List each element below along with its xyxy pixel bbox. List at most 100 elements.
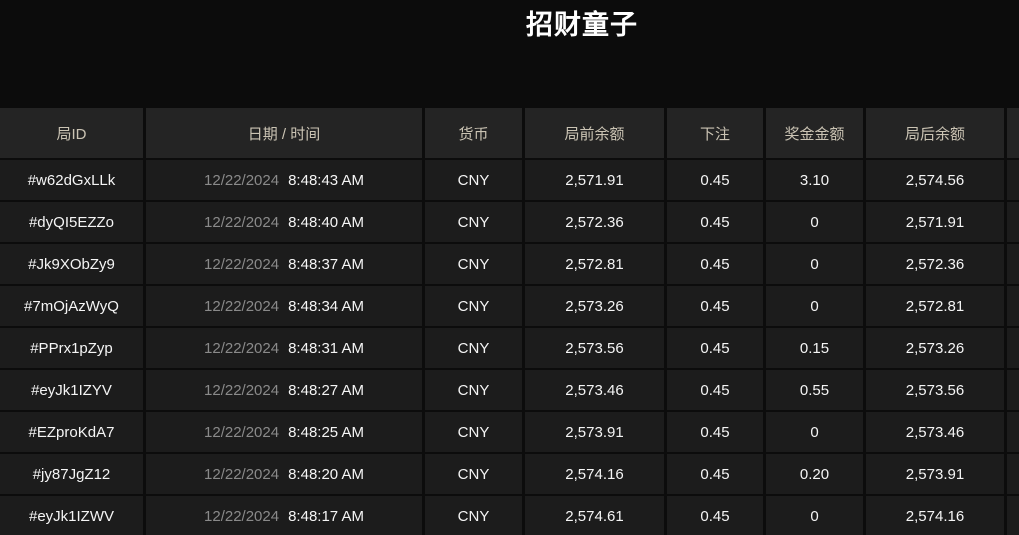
time-text: 8:48:31 AM [288, 339, 364, 357]
overflow-cell [1007, 202, 1019, 242]
bet-cell: 0.45 [667, 496, 763, 535]
datetime-cell: 12/22/2024 8:48:31 AM [146, 328, 422, 368]
datetime-cell: 12/22/2024 8:48:34 AM [146, 286, 422, 326]
time-text: 8:48:25 AM [288, 423, 364, 441]
currency-cell: CNY [425, 202, 522, 242]
bonus-cell: 3.10 [766, 160, 863, 200]
time-text: 8:48:37 AM [288, 255, 364, 273]
balance-before-cell: 2,572.36 [525, 202, 664, 242]
time-text: 8:48:34 AM [288, 297, 364, 315]
bet-cell: 0.45 [667, 286, 763, 326]
balance-after-cell: 2,571.91 [866, 202, 1004, 242]
balance-before-cell: 2,574.61 [525, 496, 664, 535]
balance-before-cell: 2,573.46 [525, 370, 664, 410]
header-cell-bet: 下注 [667, 108, 763, 158]
date-text: 12/22/2024 [204, 465, 280, 483]
datetime-cell: 12/22/2024 8:48:40 AM [146, 202, 422, 242]
date-text: 12/22/2024 [204, 171, 280, 189]
header-cell-balance-before: 局前余额 [525, 108, 664, 158]
bet-cell: 0.45 [667, 454, 763, 494]
balance-after-cell: 2,573.91 [866, 454, 1004, 494]
overflow-cell [1007, 412, 1019, 452]
currency-cell: CNY [425, 328, 522, 368]
bonus-cell: 0 [766, 496, 863, 535]
currency-cell: CNY [425, 286, 522, 326]
balance-after-cell: 2,573.26 [866, 328, 1004, 368]
round-id-cell: #PPrx1pZyp [0, 328, 143, 368]
history-table: 局ID 日期 / 时间 货币 局前余额 下注 奖金金额 局后余额 #w62dGx… [0, 108, 1019, 535]
bonus-cell: 0 [766, 244, 863, 284]
round-id-cell: #Jk9XObZy9 [0, 244, 143, 284]
datetime-cell: 12/22/2024 8:48:43 AM [146, 160, 422, 200]
currency-cell: CNY [425, 244, 522, 284]
balance-before-cell: 2,574.16 [525, 454, 664, 494]
bet-cell: 0.45 [667, 244, 763, 284]
date-text: 12/22/2024 [204, 339, 280, 357]
round-id-cell: #jy87JgZ12 [0, 454, 143, 494]
currency-cell: CNY [425, 160, 522, 200]
round-id-cell: #eyJk1IZWV [0, 496, 143, 535]
balance-after-cell: 2,572.36 [866, 244, 1004, 284]
balance-after-cell: 2,574.16 [866, 496, 1004, 535]
time-text: 8:48:17 AM [288, 507, 364, 525]
currency-cell: CNY [425, 412, 522, 452]
date-text: 12/22/2024 [204, 507, 280, 525]
bonus-cell: 0 [766, 202, 863, 242]
balance-before-cell: 2,573.91 [525, 412, 664, 452]
time-text: 8:48:43 AM [288, 171, 364, 189]
bonus-cell: 0.55 [766, 370, 863, 410]
overflow-cell [1007, 454, 1019, 494]
round-id-cell: #eyJk1IZYV [0, 370, 143, 410]
overflow-cell [1007, 370, 1019, 410]
header-cell-datetime: 日期 / 时间 [146, 108, 422, 158]
time-text: 8:48:27 AM [288, 381, 364, 399]
balance-after-cell: 2,573.46 [866, 412, 1004, 452]
bonus-cell: 0 [766, 412, 863, 452]
overflow-cell [1007, 496, 1019, 535]
title-bar: 招财童子 [0, 0, 1019, 108]
datetime-cell: 12/22/2024 8:48:20 AM [146, 454, 422, 494]
header-cell-round-id: 局ID [0, 108, 143, 158]
balance-before-cell: 2,573.26 [525, 286, 664, 326]
time-text: 8:48:20 AM [288, 465, 364, 483]
round-id-cell: #EZproKdA7 [0, 412, 143, 452]
header-cell-currency: 货币 [425, 108, 522, 158]
overflow-cell [1007, 160, 1019, 200]
currency-cell: CNY [425, 370, 522, 410]
datetime-cell: 12/22/2024 8:48:37 AM [146, 244, 422, 284]
bet-cell: 0.45 [667, 202, 763, 242]
page-title: 招财童子 [526, 10, 638, 40]
currency-cell: CNY [425, 496, 522, 535]
date-text: 12/22/2024 [204, 423, 280, 441]
bet-cell: 0.45 [667, 412, 763, 452]
bet-cell: 0.45 [667, 160, 763, 200]
currency-cell: CNY [425, 454, 522, 494]
header-cell-cutoff [1007, 108, 1019, 158]
balance-before-cell: 2,571.91 [525, 160, 664, 200]
balance-after-cell: 2,572.81 [866, 286, 1004, 326]
date-text: 12/22/2024 [204, 213, 280, 231]
datetime-cell: 12/22/2024 8:48:27 AM [146, 370, 422, 410]
overflow-cell [1007, 286, 1019, 326]
bet-cell: 0.45 [667, 328, 763, 368]
time-text: 8:48:40 AM [288, 213, 364, 231]
balance-after-cell: 2,573.56 [866, 370, 1004, 410]
bet-cell: 0.45 [667, 370, 763, 410]
bonus-cell: 0.20 [766, 454, 863, 494]
date-text: 12/22/2024 [204, 255, 280, 273]
header-cell-bonus: 奖金金额 [766, 108, 863, 158]
balance-before-cell: 2,572.81 [525, 244, 664, 284]
round-id-cell: #dyQI5EZZo [0, 202, 143, 242]
balance-before-cell: 2,573.56 [525, 328, 664, 368]
date-text: 12/22/2024 [204, 297, 280, 315]
bonus-cell: 0.15 [766, 328, 863, 368]
datetime-cell: 12/22/2024 8:48:17 AM [146, 496, 422, 535]
header-cell-balance-after: 局后余额 [866, 108, 1004, 158]
overflow-cell [1007, 328, 1019, 368]
bonus-cell: 0 [766, 286, 863, 326]
overflow-cell [1007, 244, 1019, 284]
datetime-cell: 12/22/2024 8:48:25 AM [146, 412, 422, 452]
round-id-cell: #w62dGxLLk [0, 160, 143, 200]
